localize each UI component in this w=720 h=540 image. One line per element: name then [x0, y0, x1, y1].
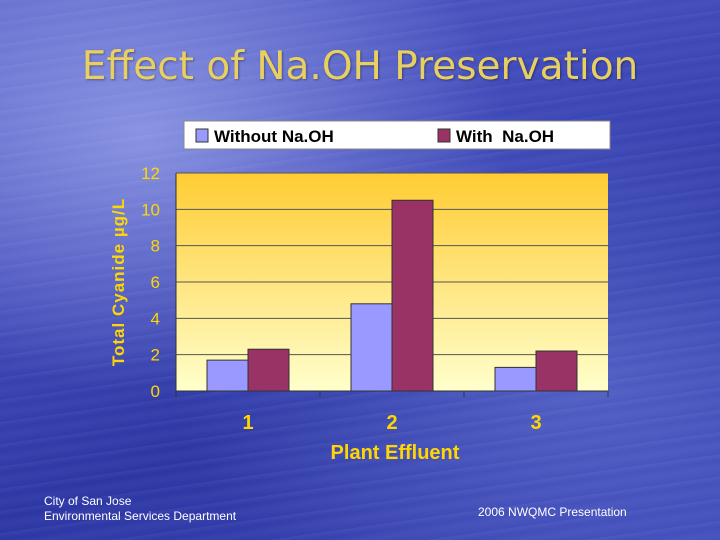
bar-with-2	[391, 199, 434, 392]
y-tick-labels: 0 2 4 6 8 10 12	[141, 164, 160, 401]
y-axis-label: Total Cyanide µg/L	[109, 198, 128, 366]
y-tick-10: 10	[141, 200, 160, 219]
bar-without-1	[206, 359, 249, 392]
bars	[206, 199, 578, 392]
legend-label-with: With Na.OH	[456, 127, 554, 146]
x-tick-labels: 1 2 3	[242, 412, 541, 434]
y-tick-12: 12	[141, 164, 160, 183]
x-tick-3: 3	[530, 412, 541, 434]
bar-without-3	[494, 366, 537, 392]
x-tick-1: 1	[242, 412, 253, 434]
footer-org-line1: City of San Jose	[44, 494, 132, 508]
y-tick-0: 0	[151, 382, 160, 401]
bar-with-1	[247, 348, 290, 392]
footer-presentation: 2006 NWQMC Presentation	[478, 505, 627, 519]
legend-label-without: Without Na.OH	[214, 127, 334, 146]
legend-swatch-without	[195, 128, 209, 143]
slide-title: Effect of Na.OH Preservation	[81, 44, 639, 89]
bar-without-2	[350, 303, 393, 392]
x-tick-2: 2	[386, 412, 397, 434]
legend-swatch-with	[437, 128, 451, 143]
y-tick-8: 8	[151, 237, 160, 256]
y-tick-2: 2	[151, 346, 160, 365]
footer-organization: City of San Jose Environmental Services …	[44, 494, 236, 524]
axes	[175, 173, 609, 397]
x-axis-label: Plant Effluent	[331, 442, 460, 464]
legend: Without Na.OH With Na.OH	[183, 120, 611, 150]
y-tick-4: 4	[151, 309, 160, 328]
legend-box	[183, 120, 611, 150]
y-tick-6: 6	[151, 273, 160, 292]
bar-with-3	[535, 350, 578, 392]
footer-org-line2: Environmental Services Department	[44, 509, 237, 523]
